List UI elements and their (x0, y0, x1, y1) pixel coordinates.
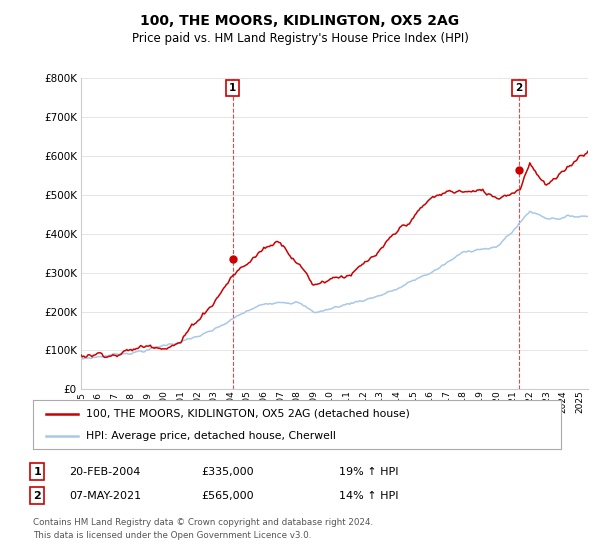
Text: 100, THE MOORS, KIDLINGTON, OX5 2AG: 100, THE MOORS, KIDLINGTON, OX5 2AG (140, 14, 460, 28)
Text: 19% ↑ HPI: 19% ↑ HPI (339, 466, 398, 477)
Text: This data is licensed under the Open Government Licence v3.0.: This data is licensed under the Open Gov… (33, 531, 311, 540)
Text: 1: 1 (34, 466, 41, 477)
Text: 100, THE MOORS, KIDLINGTON, OX5 2AG (detached house): 100, THE MOORS, KIDLINGTON, OX5 2AG (det… (86, 409, 410, 418)
Text: Contains HM Land Registry data © Crown copyright and database right 2024.: Contains HM Land Registry data © Crown c… (33, 519, 373, 528)
Text: 07-MAY-2021: 07-MAY-2021 (69, 491, 141, 501)
Text: 1: 1 (229, 83, 236, 93)
Text: Price paid vs. HM Land Registry's House Price Index (HPI): Price paid vs. HM Land Registry's House … (131, 32, 469, 45)
Text: HPI: Average price, detached house, Cherwell: HPI: Average price, detached house, Cher… (86, 431, 335, 441)
Text: 2: 2 (515, 83, 523, 93)
Text: 20-FEB-2004: 20-FEB-2004 (69, 466, 140, 477)
Text: 14% ↑ HPI: 14% ↑ HPI (339, 491, 398, 501)
Text: £565,000: £565,000 (201, 491, 254, 501)
Text: 2: 2 (34, 491, 41, 501)
Text: £335,000: £335,000 (201, 466, 254, 477)
